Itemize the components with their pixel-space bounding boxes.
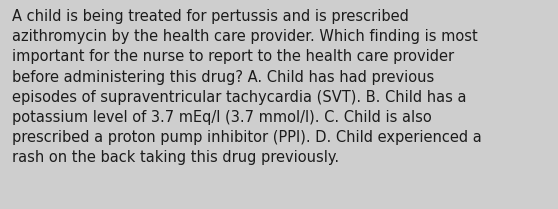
Text: A child is being treated for pertussis and is prescribed
azithromycin by the hea: A child is being treated for pertussis a… xyxy=(12,9,482,165)
